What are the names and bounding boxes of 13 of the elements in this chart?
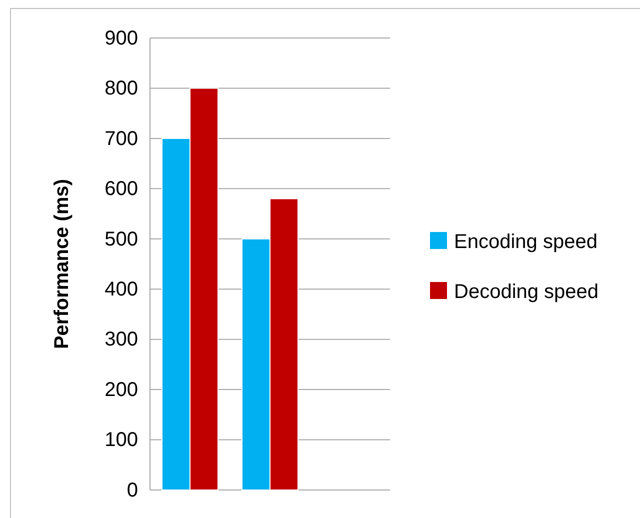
- y-tick-label: 200: [104, 378, 138, 401]
- y-tick-label: 800: [104, 78, 138, 100]
- y-tick-label: 300: [104, 328, 138, 351]
- y-tick-label: 600: [104, 178, 138, 200]
- legend-label: Encoding speed: [454, 231, 598, 253]
- y-tick-label: 100: [104, 429, 138, 452]
- legend-label: Decoding speed: [454, 281, 599, 303]
- y-tick-label: 700: [104, 128, 138, 150]
- y-axis-title: Performance (ms): [51, 178, 73, 350]
- y-tick-label: 900: [104, 27, 138, 50]
- y-tick-label: 500: [104, 228, 138, 250]
- y-tick-label: 400: [104, 278, 138, 301]
- y-tick-label: 0: [126, 479, 138, 502]
